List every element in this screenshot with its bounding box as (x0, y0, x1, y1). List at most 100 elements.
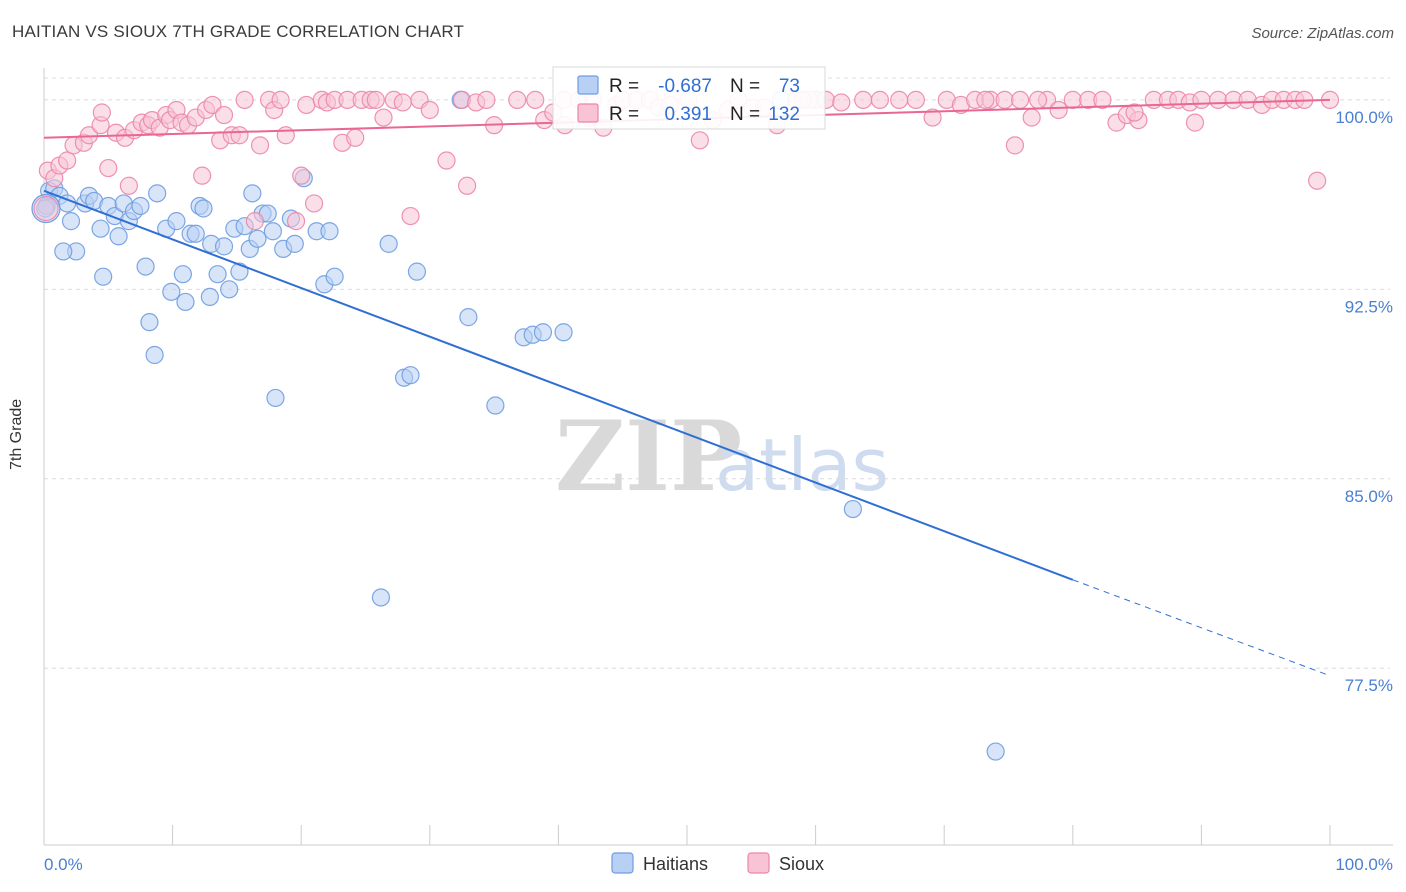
haitians-point (194, 199, 213, 218)
haitians-point (162, 282, 181, 301)
sioux-point (286, 212, 306, 231)
haitians-point (94, 267, 113, 286)
sioux-point (250, 136, 270, 155)
haitians-point (31, 193, 61, 224)
sioux-point (526, 90, 545, 109)
sioux-point (230, 126, 249, 145)
sioux-point (890, 90, 909, 109)
sioux-point (870, 90, 890, 109)
y-tick-label: 77.5% (1345, 676, 1393, 695)
sioux-legend-swatch (577, 103, 599, 123)
x-tick-label-max: 100.0% (1335, 855, 1393, 874)
haitians-point (61, 212, 81, 231)
sioux-point (508, 90, 527, 109)
sioux-point (923, 108, 942, 127)
haitians-point (91, 219, 110, 238)
sioux-point (1185, 113, 1205, 132)
sioux-point (477, 90, 496, 109)
y-tick-label: 100.0% (1335, 108, 1393, 127)
sioux-point (1125, 103, 1144, 122)
x-tick-label-min: 0.0% (44, 855, 83, 874)
haitians-point (109, 227, 128, 246)
sioux-point (420, 100, 439, 120)
haitians-point (407, 262, 427, 281)
haitians-trend-line (43, 189, 1074, 581)
sioux-point (854, 90, 873, 109)
haitians-point (208, 265, 227, 284)
haitians-point (533, 323, 553, 342)
sioux-point (99, 158, 118, 178)
sioux-point (1192, 90, 1211, 109)
haitians-point (486, 396, 505, 415)
legend-n-label: N = (730, 104, 760, 125)
haitians-point (131, 196, 150, 216)
sioux-bottom-legend-label: Sioux (779, 854, 824, 874)
haitians-point (263, 222, 283, 241)
sioux-point (346, 128, 365, 147)
sioux-point (1093, 90, 1112, 109)
legend-r-value: 0.391 (664, 104, 712, 125)
sioux-bottom-legend-swatch (747, 852, 770, 874)
haitians-point (136, 257, 155, 276)
sioux-point (995, 90, 1014, 109)
chart-title: HAITIAN VS SIOUX 7TH GRADE CORRELATION C… (12, 22, 465, 41)
watermark-atlas: atlas (715, 423, 889, 507)
legend-r-label: R = (609, 104, 639, 125)
sioux-point (1005, 136, 1025, 155)
haitians-point (843, 499, 862, 519)
haitians-point (173, 265, 192, 284)
sioux-point (393, 93, 412, 112)
haitians-point (371, 588, 391, 607)
haitians-point (200, 287, 219, 306)
haitians-point (243, 184, 262, 203)
haitians-point (320, 222, 339, 241)
sioux-point (33, 195, 59, 221)
sioux-point (906, 90, 926, 109)
haitians-point (167, 212, 186, 231)
sioux-point (1308, 171, 1327, 190)
haitians-point (54, 242, 73, 261)
haitians-point (554, 323, 573, 342)
haitians-point (220, 280, 239, 299)
haitians-point (401, 366, 420, 385)
haitians-point (248, 229, 267, 248)
sioux-point (214, 105, 234, 125)
haitians-legend-swatch (577, 75, 599, 95)
sioux-point (245, 212, 265, 231)
sioux-point (1028, 90, 1048, 109)
chart-source: Source: ZipAtlas.com (1251, 25, 1394, 42)
haitians-point (266, 388, 285, 408)
sioux-point (193, 166, 212, 185)
haitians-bottom-legend-label: Haitians (643, 854, 708, 874)
haitians-point (214, 237, 234, 256)
legend-n-value: 73 (779, 76, 800, 97)
sioux-point (690, 131, 709, 150)
sioux-point (1022, 108, 1041, 127)
sioux-point (1209, 90, 1228, 109)
haitians-point (285, 234, 304, 253)
sioux-point (366, 90, 385, 109)
haitians-point (986, 742, 1005, 761)
sioux-point (832, 93, 851, 112)
sioux-point (304, 194, 324, 213)
sioux-point (297, 95, 316, 115)
y-tick-label: 85.0% (1345, 487, 1393, 506)
sioux-point (401, 206, 420, 226)
y-tick-label: 92.5% (1345, 297, 1393, 316)
sioux-point (374, 108, 393, 127)
sioux-point (58, 151, 77, 170)
sioux-point (1063, 90, 1082, 109)
sioux-point (203, 95, 222, 115)
sioux-point (1010, 90, 1030, 109)
haitians-point (379, 234, 398, 253)
legend-n-value: 132 (768, 104, 800, 125)
sioux-point (1049, 100, 1068, 120)
sioux-point (976, 90, 995, 109)
sioux-point (292, 166, 311, 185)
legend-n-label: N = (730, 76, 760, 97)
haitians-point (325, 267, 344, 286)
haitians-bottom-legend-swatch (611, 852, 634, 874)
sioux-point (437, 151, 456, 170)
sioux-point (457, 176, 477, 195)
